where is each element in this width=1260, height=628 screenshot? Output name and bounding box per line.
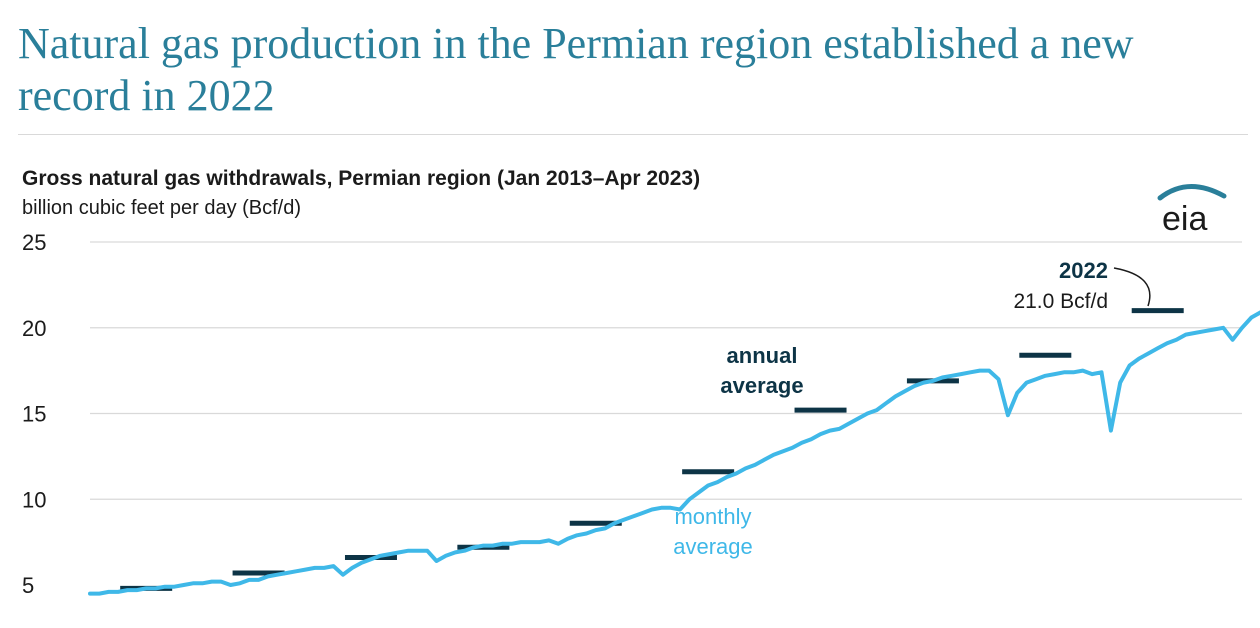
series-label-annual-line-1: average	[720, 373, 803, 398]
series-label-annual-line-0: annual	[727, 343, 798, 368]
series-label-annual-average: annual average	[720, 343, 803, 398]
series-label-monthly-line-0: monthly	[674, 504, 751, 529]
y-tick-label-10: 10	[22, 487, 46, 512]
y-tick-label-25: 25	[22, 230, 46, 255]
series-label-monthly-average: monthly average	[673, 504, 753, 559]
annotation-2022: 2022 21.0 Bcf/d	[1013, 258, 1149, 313]
y-tick-label-20: 20	[22, 316, 46, 341]
annotation-2022-year: 2022	[1059, 258, 1108, 283]
y-tick-label-15: 15	[22, 402, 46, 427]
annotation-2022-value: 21.0 Bcf/d	[1013, 290, 1108, 313]
annotation-2022-leader-line	[1114, 268, 1150, 306]
y-tick-labels: 5 10 15 20 25	[22, 230, 46, 598]
y-tick-label-5: 5	[22, 573, 34, 598]
series-label-monthly-line-1: average	[673, 534, 753, 559]
annual-average-steps	[120, 311, 1184, 589]
